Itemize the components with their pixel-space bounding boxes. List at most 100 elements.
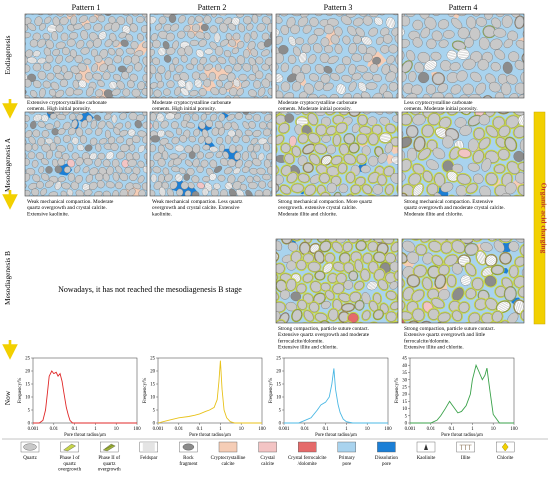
quartz-grain [256, 167, 266, 175]
quartz-grain [55, 14, 64, 17]
quartz-grain [341, 74, 353, 83]
rock-fragment [213, 165, 223, 173]
quartz-grain [164, 173, 173, 182]
quartz-grain [504, 286, 516, 301]
quartz-grain [102, 172, 110, 182]
quartz-grain [377, 174, 387, 186]
legend-crypto-icon [218, 441, 238, 453]
quartz-grain [402, 113, 412, 126]
quartz-grain [42, 62, 52, 71]
quartz-grain [330, 72, 340, 81]
quartz-grain [355, 27, 365, 37]
quartz-grain [514, 276, 524, 288]
quartz-grain [320, 321, 330, 323]
panel-frame [149, 111, 273, 197]
quartz-grain [115, 181, 123, 190]
quartz-grain [500, 252, 511, 264]
quartz-grain [85, 86, 94, 97]
y-tick-label: 5 [153, 409, 156, 414]
quartz-grain [291, 81, 302, 92]
quartz-grain [259, 121, 267, 130]
quartz-grain [150, 33, 158, 41]
legend-crystal-label: Crystal calcite [260, 456, 275, 467]
quartz-grain [475, 82, 487, 95]
quartz-grain [205, 152, 214, 159]
quartz-grain [132, 182, 142, 190]
rock-fragment [84, 144, 93, 152]
quartz-grain [129, 173, 138, 181]
quartz-grain [348, 63, 356, 76]
quartz-grain [153, 89, 162, 98]
quartz-grain [336, 122, 347, 133]
quartz-grain [240, 97, 249, 106]
legend-feldspar-icon [139, 441, 159, 453]
quartz-grain [447, 275, 456, 287]
quartz-grain [347, 25, 357, 36]
quartz-grain [342, 35, 351, 45]
crystal-calcite [150, 122, 153, 130]
quartz-grain [253, 80, 261, 89]
quartz-grain [25, 122, 28, 130]
feldspar-grain [278, 112, 291, 115]
quartz-grain [381, 64, 390, 75]
legend-quartz-icon [20, 441, 40, 453]
feldspar-grain [489, 322, 500, 323]
quartz-grain [357, 44, 368, 54]
quartz-grain [452, 310, 462, 321]
quartz-grain [166, 96, 175, 98]
quartz-grain [426, 159, 439, 171]
quartz-grain [142, 197, 152, 206]
thin-section-mesoA-pattern-1 [24, 111, 148, 197]
clay-rim [418, 320, 433, 323]
feldspar-grain [218, 14, 228, 16]
quartz-grain [356, 154, 367, 164]
quartz-grain [241, 135, 250, 144]
rock-fragment [513, 150, 524, 162]
quartz-grain [96, 180, 105, 189]
quartz-grain [507, 161, 520, 175]
caption-eo-pattern-2: Moderate cryptocrystalline carbonate ceme… [152, 100, 232, 112]
y-tick-label: 10 [276, 396, 281, 401]
quartz-grain [395, 53, 398, 65]
quartz-grain [408, 71, 417, 83]
quartz-grain [150, 55, 153, 64]
quartz-grain [115, 48, 124, 57]
quartz-grain [42, 33, 51, 40]
quartz-grain [157, 65, 166, 74]
quartz-grain [402, 171, 406, 182]
quartz-grain [467, 162, 480, 172]
legend-kaolinite: Kaolinite [417, 441, 436, 461]
quartz-grain [136, 16, 145, 23]
feldspar-grain [402, 26, 405, 38]
quartz-grain [61, 182, 71, 190]
quartz-grain [418, 148, 431, 160]
quartz-grain [165, 47, 176, 55]
quartz-grain [473, 128, 485, 140]
quartz-grain [256, 23, 266, 32]
quartz-grain [262, 189, 271, 196]
quartz-grain [358, 14, 369, 17]
quartz-grain [301, 63, 311, 74]
quartz-grain [121, 71, 130, 80]
rock-fragment [461, 194, 475, 196]
y-tick-label: 40 [402, 364, 407, 369]
quartz-grain [407, 147, 417, 162]
quartz-grain [216, 79, 223, 88]
quartz-grain [315, 271, 325, 280]
quartz-grain [459, 94, 470, 98]
quartz-grain [372, 74, 382, 83]
quartz-grain [70, 65, 81, 74]
quartz-grain [462, 58, 476, 70]
quartz-grain [369, 63, 379, 73]
legend-phase1-label: Phase I of quartz overgrowth [58, 456, 81, 473]
clay-rim [495, 300, 511, 313]
chart-frame [409, 357, 515, 424]
rock-fragment [94, 114, 102, 121]
thin-section-mesoA-pattern-3 [275, 111, 399, 197]
y-tick-label: 15 [150, 383, 155, 388]
clay-rim [405, 124, 419, 139]
quartz-grain [242, 63, 252, 72]
quartz-grain [202, 144, 211, 151]
quartz-grain [491, 17, 502, 29]
quartz-grain [326, 144, 336, 155]
